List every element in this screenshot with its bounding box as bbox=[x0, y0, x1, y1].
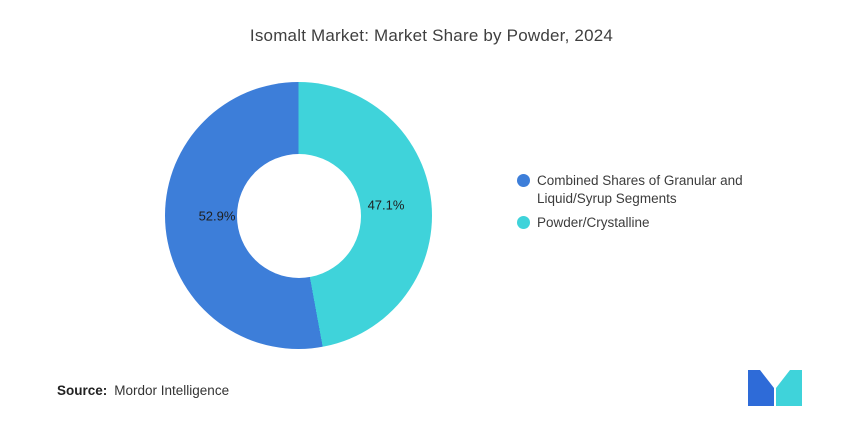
logo-right-shape bbox=[776, 370, 802, 406]
logo-left-shape bbox=[748, 370, 774, 406]
legend-label-powder: Powder/Crystalline bbox=[537, 215, 650, 231]
chart-title: Isomalt Market: Market Share by Powder, … bbox=[249, 26, 614, 45]
data-label-powder-segment: 47.1% bbox=[367, 197, 405, 213]
source-value: Mordor Intelligence bbox=[114, 383, 230, 398]
data-label-combined-segment: 52.9% bbox=[198, 208, 236, 224]
legend: Combined Shares of Granular and Liquid/S… bbox=[517, 172, 767, 232]
legend-item-powder: Powder/Crystalline bbox=[517, 214, 767, 232]
mordor-intelligence-logo bbox=[748, 370, 802, 406]
source-line: Source: Mordor Intelligence bbox=[57, 383, 229, 398]
legend-color-dot-icon bbox=[517, 174, 530, 187]
donut-chart: 52.9% 47.1% bbox=[165, 82, 432, 349]
legend-label-combined: Combined Shares of Granular and Liquid/S… bbox=[537, 173, 743, 206]
legend-color-dot-icon bbox=[517, 216, 530, 230]
source-label: Source: bbox=[57, 383, 108, 398]
legend-item-combined: Combined Shares of Granular and Liquid/S… bbox=[517, 172, 767, 207]
donut-hole bbox=[236, 153, 361, 278]
